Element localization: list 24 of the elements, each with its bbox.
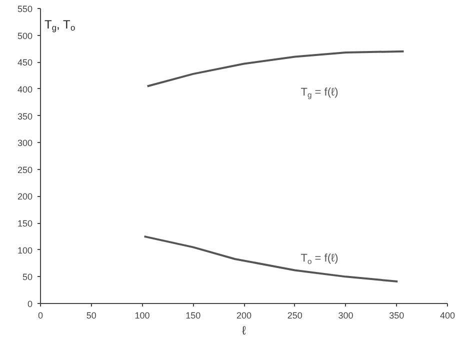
y-tick-label: 50 (22, 272, 33, 282)
x-tick-label: 200 (236, 310, 252, 320)
line-series (146, 50, 405, 88)
x-tick-label: 350 (389, 310, 404, 320)
y-tick-label: 350 (17, 111, 33, 122)
x-tick-label: 100 (134, 310, 150, 320)
x-tick-label: 0 (38, 310, 44, 320)
y-tick-label: 450 (17, 58, 33, 68)
y-tick-label: 250 (17, 164, 33, 175)
y-tick-label: 0 (27, 299, 33, 309)
x-tick-label: 50 (86, 310, 96, 320)
y-tick-label: 550 (17, 4, 33, 14)
x-tick-label: 150 (186, 310, 201, 320)
y-tick-label: 200 (17, 192, 33, 202)
y-tick-label: 100 (17, 245, 33, 256)
x-axis-title: ℓ (242, 324, 246, 338)
x-tick-label: 300 (338, 310, 354, 320)
x-tick-label: 250 (287, 310, 302, 320)
y-tick-label: 400 (17, 84, 33, 94)
y-tick-label: 500 (17, 30, 33, 41)
line-series (143, 235, 399, 283)
x-tick-label: 400 (440, 310, 456, 320)
y-tick-label: 300 (17, 138, 33, 148)
y-tick-label: 150 (17, 218, 33, 229)
